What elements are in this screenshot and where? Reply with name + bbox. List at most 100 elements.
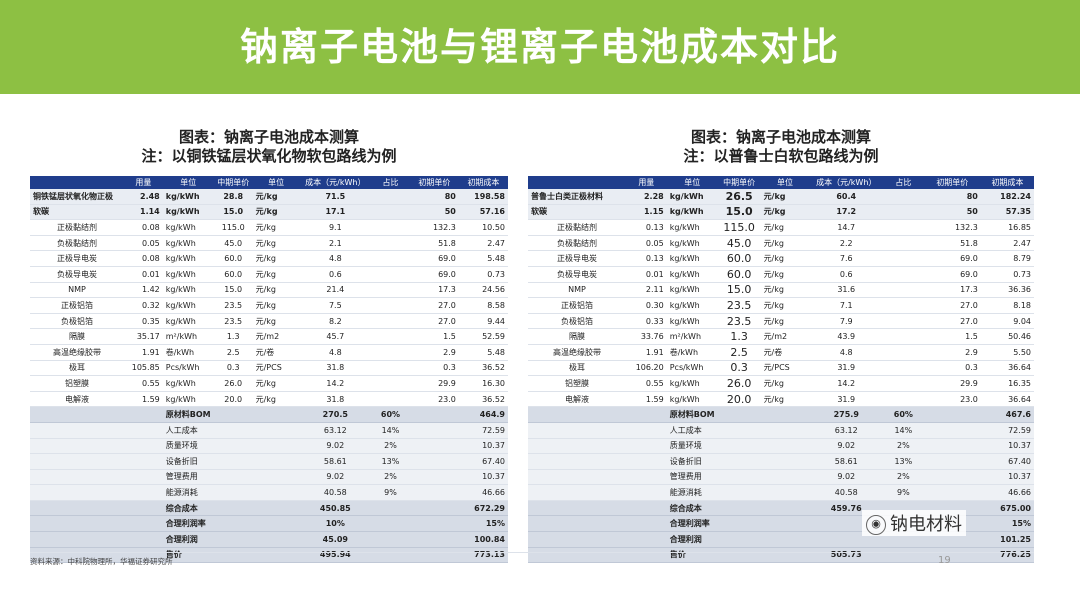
table-cell: 28.8 xyxy=(213,189,253,205)
summary-spacer xyxy=(30,469,124,486)
summary-share xyxy=(371,515,410,533)
table-cell: kg/kWh xyxy=(162,282,214,299)
summary-initial-cost: 672.29 xyxy=(458,500,508,517)
table-cell: kg/kWh xyxy=(162,266,214,283)
overhead-share: 2% xyxy=(371,469,410,486)
table-cell: kg/kWh xyxy=(666,375,718,392)
material-row: NMP 2.11 kg/kWh 15.0 元/kg 31.6 17.3 36.36 xyxy=(528,282,1034,299)
summary-spacer xyxy=(123,484,163,501)
overhead-cost: 58.61 xyxy=(299,453,372,470)
table-cell: 36.64 xyxy=(980,391,1034,408)
summary-label: 合理利润率 xyxy=(666,515,810,533)
overhead-cost: 63.12 xyxy=(299,422,372,439)
table-cell: 0.01 xyxy=(123,266,163,283)
wechat-icon: ◉ xyxy=(866,515,886,535)
table-cell: 2.5 xyxy=(717,344,761,361)
header-cell: 初期成本 xyxy=(980,176,1034,189)
overhead-initial-cost: 72.59 xyxy=(458,422,508,439)
table-cell: 2.2 xyxy=(809,235,883,252)
table-cell: 0.33 xyxy=(625,313,667,330)
material-row: 极耳 105.85 Pcs/kWh 0.3 元/PCS 31.8 0.3 36.52 xyxy=(30,360,508,377)
table-cell: 0.01 xyxy=(625,266,667,283)
summary-spacer xyxy=(30,422,124,439)
table-cell: 29.9 xyxy=(923,375,981,392)
material-row: 高温绝缘胶带 1.91 卷/kWh 2.5 元/卷 4.8 2.9 5.50 xyxy=(528,344,1034,361)
header-cell xyxy=(528,176,626,189)
material-row: 正极铝箔 0.32 kg/kWh 23.5 元/kg 7.5 27.0 8.58 xyxy=(30,297,508,314)
table-cell: 16.30 xyxy=(458,375,508,392)
table-cell: kg/kWh xyxy=(162,313,214,330)
table-cell: 60.0 xyxy=(717,266,761,283)
table-cell xyxy=(371,204,410,221)
overhead-label: 人工成本 xyxy=(162,422,300,439)
table-cell: 高温绝缘胶带 xyxy=(528,344,626,361)
overhead-share: 2% xyxy=(371,438,410,455)
table-cell: 50.46 xyxy=(980,328,1034,345)
table-cell: kg/kWh xyxy=(666,235,718,252)
overhead-share: 14% xyxy=(882,422,924,439)
left-caption-note: 注：以铜铁锰层状氧化物软包路线为例 xyxy=(141,147,397,165)
summary-share xyxy=(371,547,410,564)
overhead-row: 质量环境 9.02 2% 10.37 xyxy=(528,438,1034,455)
summary-spacer xyxy=(409,406,459,423)
header-cell: 单位 xyxy=(162,176,214,189)
summary-spacer xyxy=(409,531,459,548)
table-cell: 182.24 xyxy=(980,189,1034,205)
profit-margin-row: 合理利润率 10% 15% xyxy=(30,515,508,533)
summary-label: 综合成本 xyxy=(162,500,300,517)
table-cell: 极耳 xyxy=(30,360,124,377)
summary-share xyxy=(371,500,410,517)
table-cell: 45.0 xyxy=(213,235,253,252)
summary-spacer xyxy=(625,422,667,439)
overhead-label: 管理费用 xyxy=(162,469,300,486)
table-cell xyxy=(882,189,924,205)
summary-initial-cost: 100.84 xyxy=(458,531,508,548)
table-cell: 0.32 xyxy=(123,297,163,314)
summary-spacer xyxy=(123,531,163,548)
table-cell: kg/kWh xyxy=(666,219,718,236)
table-cell: 26.5 xyxy=(717,189,761,205)
table-cell: 24.56 xyxy=(458,282,508,299)
summary-spacer xyxy=(30,500,124,517)
table-cell: 2.47 xyxy=(458,235,508,252)
table-cell: 元/kg xyxy=(760,282,810,299)
header-cell xyxy=(30,176,124,189)
summary-label: 合理利润率 xyxy=(162,515,300,533)
table-cell: 元/kg xyxy=(760,189,810,205)
table-cell: 57.35 xyxy=(980,204,1034,221)
summary-spacer xyxy=(625,406,667,423)
table-cell: 8.18 xyxy=(980,297,1034,314)
left-cost-table: 用量 单位 中期单价 单位 成本（元/kWh） 占比 初期单价 初期成本 铜铁锰层状氧化物正极… xyxy=(30,176,508,564)
table-cell: 16.85 xyxy=(980,219,1034,236)
table-cell: 负极黏结剂 xyxy=(30,235,124,252)
table-cell: 隔膜 xyxy=(528,328,626,345)
table-cell: 0.55 xyxy=(123,375,163,392)
profit-row: 合理利润 45.09 100.84 xyxy=(30,531,508,548)
overhead-row: 人工成本 63.12 14% 72.59 xyxy=(30,422,508,439)
table-cell: 132.3 xyxy=(923,219,981,236)
table-cell: 隔膜 xyxy=(30,328,124,345)
material-row: 电解液 1.59 kg/kWh 20.0 元/kg 31.9 23.0 36.64 xyxy=(528,391,1034,408)
table-cell: kg/kWh xyxy=(162,391,214,408)
header-cell: 占比 xyxy=(882,176,924,189)
table-cell: 软碳 xyxy=(30,204,124,221)
material-row: 铝塑膜 0.55 kg/kWh 26.0 元/kg 14.2 29.9 16.30 xyxy=(30,375,508,392)
summary-spacer xyxy=(409,484,459,501)
table-cell: 正极铝箔 xyxy=(30,297,124,314)
table-cell: 1.15 xyxy=(625,204,667,221)
table-cell: 2.9 xyxy=(409,344,459,361)
table-cell: 1.3 xyxy=(717,328,761,345)
summary-spacer xyxy=(30,453,124,470)
summary-spacer xyxy=(30,438,124,455)
summary-spacer xyxy=(409,453,459,470)
table-cell xyxy=(371,297,410,314)
table-cell: 1.91 xyxy=(123,344,163,361)
summary-spacer xyxy=(123,547,163,564)
table-cell: kg/kWh xyxy=(666,313,718,330)
table-cell: kg/kWh xyxy=(162,297,214,314)
table-cell: Pcs/kWh xyxy=(162,360,214,377)
material-row: 软碳 1.15 kg/kWh 15.0 元/kg 17.2 50 57.35 xyxy=(528,204,1034,221)
table-cell xyxy=(882,391,924,408)
overhead-initial-cost: 67.40 xyxy=(458,453,508,470)
table-cell xyxy=(882,344,924,361)
